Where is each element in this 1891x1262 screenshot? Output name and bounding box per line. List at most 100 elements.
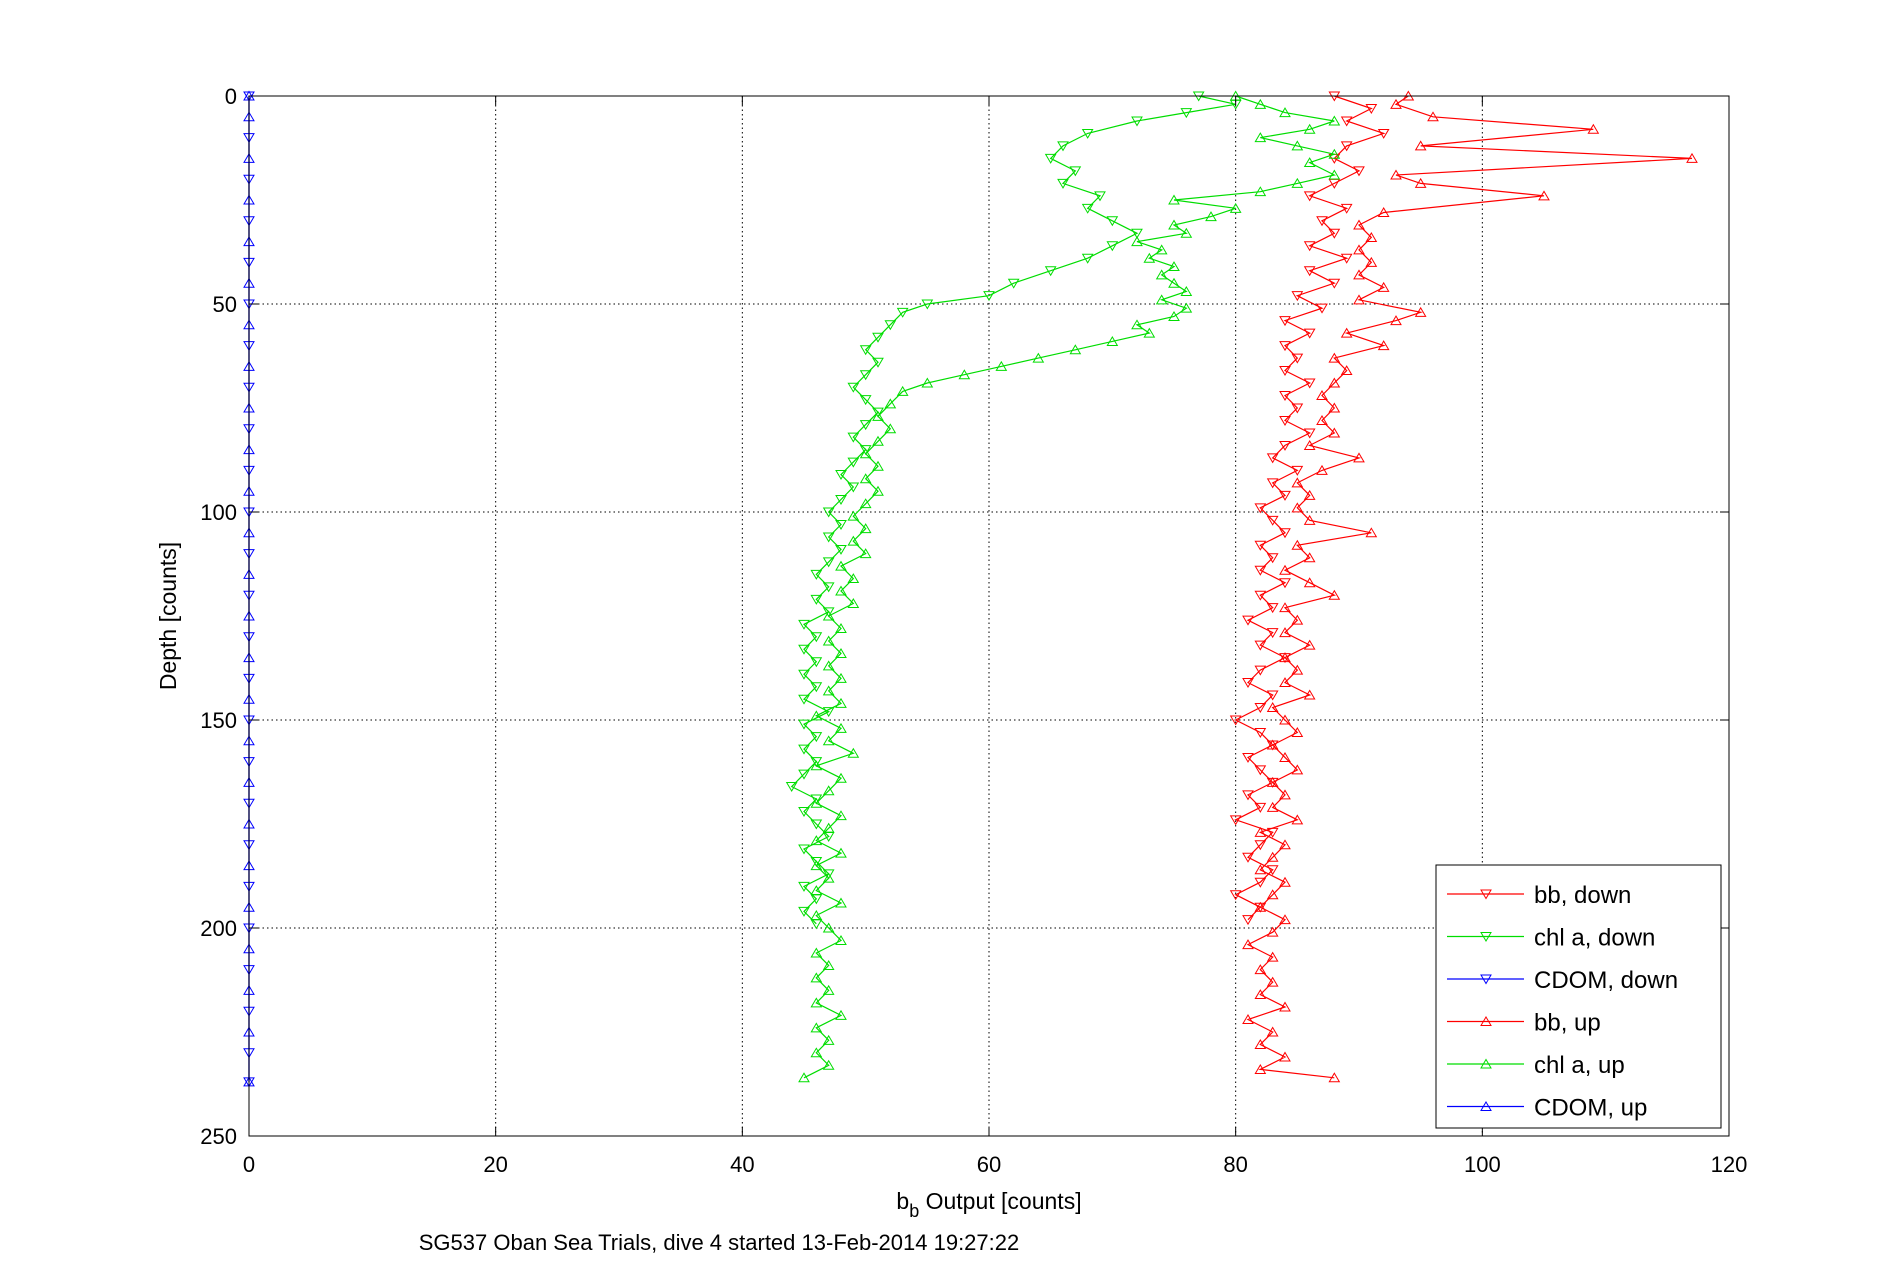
data-point — [1390, 98, 1402, 109]
x-tick-label: 0 — [243, 1152, 255, 1177]
data-point — [822, 922, 835, 933]
y-tick-label: 150 — [200, 708, 237, 733]
data-point — [1229, 715, 1242, 726]
data-point — [798, 694, 810, 705]
data-point — [822, 607, 835, 618]
data-point — [1279, 914, 1291, 925]
data-point — [1044, 153, 1057, 164]
data-point — [1340, 116, 1353, 127]
data-point — [1131, 228, 1143, 239]
data-point — [835, 934, 847, 945]
data-point — [1303, 689, 1316, 700]
chart-footer: SG537 Oban Sea Trials, dive 4 started 13… — [419, 1230, 1020, 1255]
data-point — [872, 357, 884, 368]
data-point — [1316, 414, 1328, 425]
data-point — [1291, 814, 1304, 825]
data-point — [1279, 578, 1291, 589]
data-point — [1266, 553, 1279, 564]
data-point — [1279, 876, 1291, 887]
legend-label: CDOM, up — [1534, 1095, 1647, 1122]
data-point — [1266, 776, 1279, 787]
data-point — [835, 1009, 847, 1020]
data-point — [1266, 889, 1279, 900]
data-point — [884, 320, 897, 331]
data-point — [1279, 316, 1291, 327]
data-point — [822, 582, 835, 593]
x-tick-label: 20 — [483, 1152, 507, 1177]
series-line-chl-a-up — [803, 95, 1337, 1079]
data-point — [1316, 464, 1328, 475]
data-point — [1328, 352, 1341, 363]
data-point — [1168, 194, 1180, 205]
data-point — [835, 847, 847, 858]
data-point — [810, 885, 823, 896]
data-point — [798, 844, 810, 855]
data-point — [1279, 1001, 1291, 1012]
data-point — [1155, 244, 1168, 255]
data-point — [1328, 427, 1341, 438]
data-point — [1279, 440, 1291, 451]
data-point — [798, 744, 810, 755]
data-point — [1291, 477, 1304, 488]
data-point — [1254, 727, 1267, 738]
data-point — [1180, 108, 1193, 119]
data-point — [1254, 565, 1267, 576]
data-point — [1057, 141, 1069, 152]
data-point — [1414, 177, 1427, 188]
series-chl-a-up — [798, 90, 1341, 1083]
data-point — [884, 423, 897, 434]
data-point — [810, 732, 823, 743]
series-line-bb-up — [1246, 95, 1693, 1079]
data-point — [1390, 169, 1402, 180]
data-point — [1254, 864, 1267, 875]
data-point — [1279, 415, 1291, 426]
data-point — [835, 495, 847, 506]
data-point — [1377, 281, 1390, 292]
data-point — [1279, 528, 1291, 539]
data-point — [1106, 335, 1119, 346]
data-point — [847, 573, 860, 584]
data-point — [822, 557, 835, 568]
data-point — [1242, 1014, 1254, 1025]
data-point — [1242, 790, 1254, 801]
data-point — [1377, 206, 1390, 217]
data-point — [859, 523, 872, 534]
data-point — [1414, 306, 1427, 317]
data-point — [1081, 203, 1094, 214]
data-point — [835, 470, 847, 481]
data-point — [1266, 628, 1279, 639]
data-point — [1353, 452, 1365, 463]
data-point — [1254, 802, 1267, 813]
data-point — [1254, 540, 1267, 551]
legend-item-bb-down: bb, down — [1447, 882, 1631, 909]
data-point — [1353, 294, 1365, 305]
data-point — [1340, 141, 1353, 152]
y-tick-label: 0 — [225, 84, 237, 109]
data-point — [1057, 178, 1069, 189]
series-bb-up — [1242, 90, 1698, 1083]
data-point — [1266, 515, 1279, 526]
data-point — [822, 822, 835, 833]
data-point — [1081, 128, 1094, 139]
data-point — [1365, 256, 1378, 267]
data-point — [835, 647, 847, 658]
data-point — [1254, 1063, 1267, 1074]
data-point — [1291, 502, 1304, 513]
legend-label: chl a, up — [1534, 1052, 1625, 1079]
data-point — [1377, 128, 1390, 139]
data-point — [921, 299, 934, 310]
legend-item-cdom-up: CDOM, up — [1447, 1095, 1647, 1122]
data-point — [1365, 103, 1378, 114]
data-point — [1242, 915, 1254, 926]
data-point — [1106, 216, 1119, 227]
data-point — [1069, 166, 1082, 177]
data-point — [1254, 1038, 1267, 1049]
data-point — [1069, 344, 1082, 355]
data-point — [1279, 490, 1291, 501]
data-point — [822, 685, 835, 696]
data-point — [1168, 277, 1180, 288]
data-point — [1106, 241, 1119, 252]
data-point — [859, 445, 872, 456]
data-point — [1427, 111, 1439, 122]
